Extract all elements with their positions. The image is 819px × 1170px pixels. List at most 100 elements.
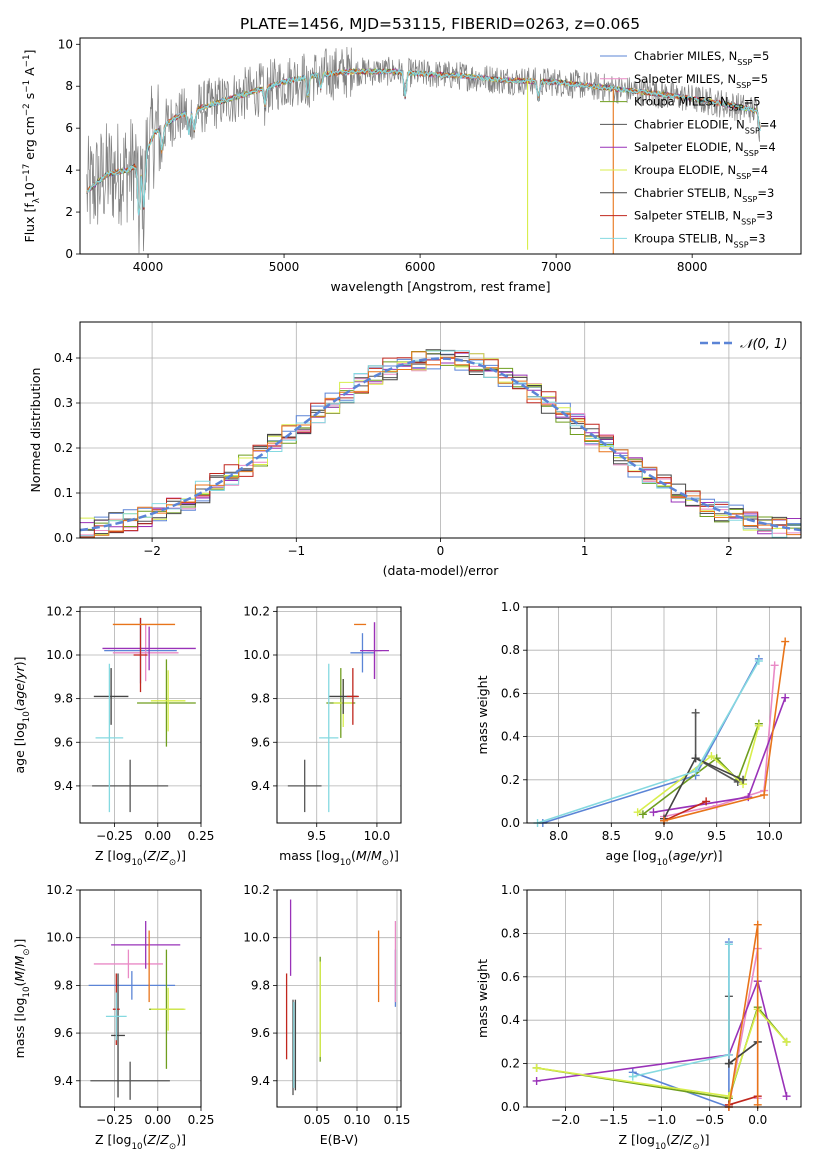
- figure-title: PLATE=1456, MJD=53115, FIBERID=0263, z=0…: [240, 15, 640, 33]
- y-tick-label: 0.0: [501, 816, 520, 830]
- y-tick-label: 9.8: [251, 978, 270, 992]
- weight-marker: [754, 721, 763, 730]
- y-tick-label: 0.6: [501, 686, 520, 700]
- legend-label: Kroupa STELIB, NSSP=3: [634, 231, 766, 249]
- axes-frame: [276, 606, 402, 824]
- y-tick-label: 10.2: [243, 604, 270, 618]
- legend-label: Salpeter ELODIE, NSSP=4: [634, 140, 776, 158]
- y-tick-label: 9.4: [251, 1074, 270, 1088]
- x-axis-label: age [log10(age/yr)]: [605, 848, 722, 868]
- normal-curve: [79, 357, 802, 532]
- y-axis-label: age [log10(age/yr)]: [12, 656, 32, 773]
- weight-marker: [628, 1072, 637, 1081]
- y-tick-label: 0.4: [501, 1013, 520, 1027]
- weight-line-7: [663, 800, 707, 822]
- observed-spectrum: [86, 46, 761, 254]
- x-tick-label: −0.25: [96, 829, 133, 843]
- y-tick-label: 10.0: [243, 648, 270, 662]
- y-tick-label: 9.6: [251, 735, 270, 749]
- x-tick-label: −2.0: [551, 1113, 580, 1127]
- legend: Chabrier MILES, NSSP=5 Salpeter MILES, NS…: [600, 49, 777, 249]
- plot-area: [533, 637, 790, 827]
- y-tick-label: 0.6: [501, 970, 520, 984]
- weight-line-6: [728, 1041, 759, 1065]
- y-tick-label: 10.0: [46, 931, 73, 945]
- x-tick-label: 8.5: [602, 829, 621, 843]
- y-tick-label: 10.0: [243, 931, 270, 945]
- plot-area: [92, 617, 196, 813]
- plot-area: [86, 46, 761, 254]
- weight-marker: [739, 775, 748, 784]
- y-tick-label: 0.1: [54, 486, 73, 500]
- y-axis-label: Normed distribution: [28, 368, 43, 493]
- x-axis-label: Z [log10(Z/Z⊙)]: [95, 1132, 186, 1152]
- panel-spectrum: 4000 5000 6000 7000 8000 0 2 4 6 8 10 wavelength [A…: [22, 37, 802, 294]
- axes-frame: [526, 889, 802, 1108]
- y-tick-label: 0.3: [54, 396, 73, 410]
- x-tick-label: −1.0: [647, 1113, 676, 1127]
- weight-line-1: [663, 665, 776, 818]
- legend: 𝒩(0, 1): [700, 337, 787, 352]
- y-tick-label: 2: [65, 205, 73, 219]
- y-tick-label: 9.4: [54, 779, 73, 793]
- y-tick-label: 6: [65, 121, 73, 135]
- legend-label: Chabrier ELODIE, NSSP=4: [634, 117, 777, 135]
- y-axis-label: mass weight: [475, 959, 490, 1038]
- y-axis-label: mass weight: [475, 675, 490, 754]
- panel-mass-vs-ebv: 0.05 0.10 0.15 9.4 9.6 9.8 10.0 10.2 E(B-V): [243, 883, 410, 1147]
- x-tick-label: −0.5: [695, 1113, 724, 1127]
- weight-marker: [724, 1059, 733, 1068]
- plot-area: [532, 920, 791, 1111]
- y-tick-label: 1.0: [501, 883, 520, 897]
- x-tick-label: 9.5: [707, 829, 726, 843]
- y-tick-label: 9.8: [251, 692, 270, 706]
- x-tick-label: 0.25: [188, 1113, 215, 1127]
- weight-marker: [781, 693, 790, 702]
- y-tick-label: 10.0: [46, 648, 73, 662]
- x-axis-label: mass [log10(M/M⊙)]: [279, 848, 399, 868]
- weight-marker: [770, 661, 779, 670]
- panel-weight-vs-age: 8.0 8.5 9.0 9.5 10.0 0.0 0.2 0.4 0.6 0.8 1.0 age [l…: [475, 600, 802, 868]
- legend-label: Salpeter STELIB, NSSP=3: [634, 209, 773, 227]
- weight-marker: [532, 1076, 541, 1085]
- x-tick-label: 6000: [405, 260, 436, 274]
- model-spectrum-top: [86, 69, 761, 216]
- y-tick-label: 0.8: [501, 926, 520, 940]
- x-tick-label: 0.0: [748, 1113, 767, 1127]
- y-tick-label: 0.2: [501, 773, 520, 787]
- y-tick-label: 10.2: [46, 883, 73, 897]
- legend-label: 𝒩(0, 1): [740, 337, 787, 352]
- y-tick-label: 9.6: [54, 1026, 73, 1040]
- weight-marker: [782, 1037, 791, 1046]
- x-tick-label: 9.0: [654, 829, 673, 843]
- y-axis-label: mass [log10(M/M⊙)]: [12, 939, 32, 1059]
- x-tick-label: 4000: [133, 260, 164, 274]
- weight-marker: [638, 810, 647, 819]
- y-tick-label: 4: [65, 163, 73, 177]
- x-tick-label: 8000: [677, 260, 708, 274]
- weight-line-0: [542, 658, 760, 824]
- x-tick-label: 0.15: [384, 1113, 411, 1127]
- y-tick-label: 9.6: [251, 1026, 270, 1040]
- weight-marker: [532, 1063, 541, 1072]
- y-tick-label: 0.2: [54, 441, 73, 455]
- x-tick-label: 0: [437, 544, 445, 558]
- y-tick-label: 0.2: [501, 1057, 520, 1071]
- weight-marker: [753, 920, 762, 929]
- axes-frame: [79, 321, 802, 539]
- panel-age-vs-z: −0.25 0.00 0.25 9.4 9.6 9.8 10.0 10.2 Z [log10(Z…: [12, 604, 214, 868]
- weight-marker: [781, 637, 790, 646]
- y-tick-label: 8: [65, 79, 73, 93]
- weight-line-8: [537, 660, 760, 824]
- y-tick-label: 9.8: [54, 692, 73, 706]
- y-axis-label: Flux [fλ10−17 erg cm−2 s−1 A−1]: [22, 50, 42, 243]
- x-tick-label: 0.05: [304, 1113, 331, 1127]
- axes-frame: [276, 889, 402, 1108]
- x-tick-label: −0.25: [96, 1113, 133, 1127]
- weight-line-5: [637, 725, 760, 813]
- legend-label: Salpeter MILES, NSSP=5: [634, 72, 768, 90]
- weight-marker: [707, 752, 716, 761]
- weight-marker: [724, 940, 733, 949]
- x-tick-label: 0.10: [344, 1113, 371, 1127]
- weight-line-9: [663, 641, 786, 822]
